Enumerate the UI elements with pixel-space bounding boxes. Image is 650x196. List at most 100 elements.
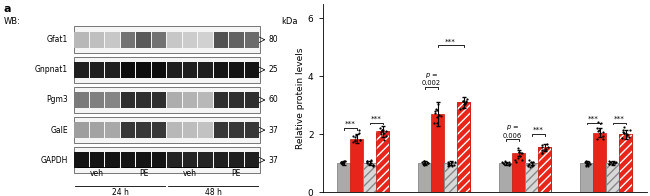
Bar — [457, 102, 470, 192]
Point — [537, 143, 547, 146]
Point — [419, 162, 429, 165]
Bar — [244, 62, 259, 78]
Point — [432, 122, 442, 125]
Bar — [198, 152, 213, 168]
Bar — [619, 134, 632, 192]
Bar — [90, 62, 105, 78]
Point — [443, 163, 454, 167]
Point — [348, 135, 359, 138]
Bar — [376, 131, 389, 192]
Point — [597, 138, 608, 141]
Point — [418, 162, 428, 165]
Point — [592, 138, 603, 141]
Point — [582, 163, 593, 166]
Text: GalE: GalE — [51, 126, 68, 135]
Bar — [121, 62, 135, 78]
Point — [354, 128, 365, 131]
Point — [355, 139, 365, 142]
Point — [447, 161, 458, 164]
Point — [444, 162, 454, 165]
Bar — [136, 122, 151, 138]
Bar — [75, 62, 89, 78]
Bar — [214, 92, 228, 108]
Point — [377, 129, 387, 132]
Point — [430, 109, 440, 112]
Text: ***: *** — [588, 115, 599, 122]
Point — [336, 162, 346, 165]
Point — [374, 126, 385, 130]
Point — [337, 162, 347, 165]
Text: ***: *** — [370, 115, 382, 122]
Bar — [90, 92, 105, 108]
Point — [598, 134, 608, 137]
Point — [540, 148, 551, 151]
Point — [354, 139, 365, 142]
Point — [335, 161, 346, 164]
Point — [593, 121, 603, 124]
Point — [337, 161, 348, 164]
Point — [461, 100, 471, 103]
Bar — [151, 62, 166, 78]
Bar — [229, 152, 244, 168]
Text: Pgm3: Pgm3 — [46, 95, 68, 104]
Bar — [538, 147, 551, 192]
Bar — [90, 122, 105, 138]
Point — [594, 129, 604, 132]
Point — [378, 128, 388, 132]
Bar — [90, 32, 105, 48]
Bar — [525, 163, 538, 192]
Bar — [244, 122, 259, 138]
Point — [513, 157, 523, 160]
Point — [622, 133, 632, 136]
Point — [604, 160, 614, 163]
Point — [362, 162, 372, 165]
Point — [584, 161, 594, 164]
Text: ***: *** — [445, 38, 456, 44]
Point — [436, 115, 446, 118]
Point — [543, 145, 553, 149]
Text: Gfat1: Gfat1 — [47, 35, 68, 44]
Point — [447, 164, 457, 167]
Bar — [198, 32, 213, 48]
Point — [513, 147, 523, 150]
Bar — [606, 163, 619, 192]
Point — [504, 162, 515, 166]
Bar — [75, 92, 89, 108]
Point — [365, 159, 376, 162]
Point — [350, 136, 360, 139]
Point — [376, 130, 386, 133]
Point — [582, 164, 593, 167]
Point — [443, 164, 453, 167]
Bar — [121, 32, 135, 48]
Bar — [538, 147, 551, 192]
Point — [541, 142, 552, 145]
Bar — [183, 32, 197, 48]
Bar — [74, 87, 259, 113]
Text: WB:: WB: — [3, 17, 20, 26]
Point — [444, 164, 454, 167]
Point — [434, 114, 444, 117]
Point — [604, 162, 615, 165]
Point — [423, 161, 434, 164]
Point — [526, 161, 536, 164]
Point — [430, 112, 440, 115]
Bar — [105, 32, 120, 48]
Bar — [198, 92, 213, 108]
Point — [618, 131, 629, 134]
Point — [433, 102, 443, 105]
Text: veh: veh — [90, 169, 104, 178]
Point — [421, 163, 432, 166]
Point — [618, 131, 629, 134]
Point — [504, 160, 514, 163]
Point — [501, 161, 512, 164]
Bar — [229, 122, 244, 138]
Bar — [183, 62, 197, 78]
Bar — [363, 163, 376, 192]
Bar — [151, 92, 166, 108]
Bar — [606, 163, 619, 192]
Bar — [136, 62, 151, 78]
Point — [422, 161, 432, 164]
Point — [510, 161, 521, 164]
Bar — [136, 92, 151, 108]
Point — [581, 159, 592, 162]
